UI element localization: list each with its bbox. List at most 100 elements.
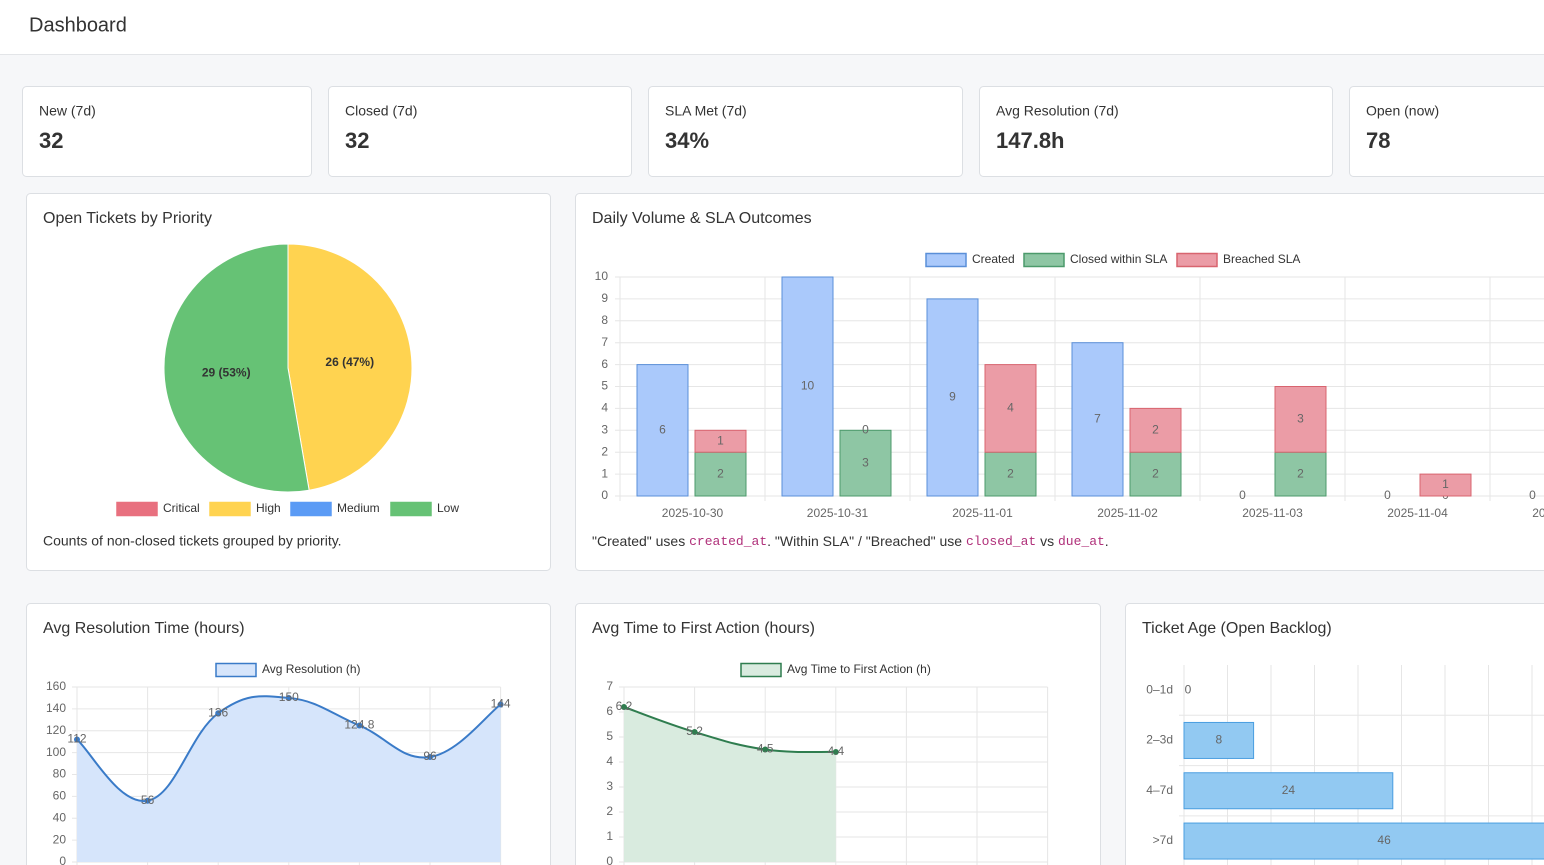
legend-swatch — [290, 501, 332, 517]
line-point — [144, 797, 151, 804]
bar-value-label: 0 — [1185, 682, 1192, 696]
line — [623, 706, 836, 754]
kpi-value: 32 — [345, 128, 369, 153]
legend-label: High — [256, 501, 281, 515]
note-code: due_at — [1058, 534, 1105, 549]
legend-swatch — [209, 501, 251, 517]
point-label: 5.2 — [686, 724, 703, 738]
panel — [1349, 86, 1544, 177]
bar-value-label: 8 — [1215, 733, 1222, 747]
point-label: 136 — [208, 705, 228, 719]
bar-value-label: 7 — [1094, 412, 1101, 426]
bar — [1419, 473, 1472, 497]
y-tick-label: 120 — [46, 723, 66, 737]
y-tick-label: 7 — [606, 679, 613, 693]
kpi-value: 78 — [1366, 128, 1390, 153]
panel-note: Counts of non-closed tickets grouped by … — [43, 533, 342, 549]
bar — [1183, 822, 1544, 860]
bar — [1129, 451, 1182, 497]
bar-value-label: 0 — [1384, 488, 1391, 502]
note-text: "Created" uses — [592, 533, 689, 549]
point-label: 112 — [67, 732, 86, 746]
x-tick-label: 2025-11-02 — [1097, 506, 1158, 520]
y-tick-label: 40 — [53, 810, 67, 824]
x-tick-label: 2025-11-04 — [1387, 506, 1448, 520]
bar — [839, 429, 892, 497]
point-label: 4.5 — [757, 742, 774, 756]
point-label: 6.2 — [616, 699, 633, 713]
y-tick-label: 4 — [606, 754, 613, 768]
pie-slice — [287, 243, 413, 491]
panel-title: Ticket Age (Open Backlog) — [1142, 620, 1332, 637]
x-tick-label: 2025-10-30 — [662, 506, 724, 520]
y-tick-label: 3 — [606, 779, 613, 793]
y-tick-label: 5 — [606, 729, 613, 743]
y-tick-label: 8 — [601, 313, 608, 327]
line-point — [74, 736, 80, 743]
line-point — [356, 722, 363, 729]
note-text: . "Within SLA" / "Breached" use — [767, 533, 966, 549]
point-label: 124.8 — [344, 718, 374, 732]
bar-value-label: 2 — [1152, 466, 1159, 480]
panel-note: "Created" uses created_at. "Within SLA" … — [592, 533, 1109, 550]
line-point — [427, 754, 433, 760]
bar-value-label: 2 — [717, 466, 724, 480]
y-tick-label: 60 — [53, 789, 67, 803]
panel-title: Daily Volume & SLA Outcomes — [592, 210, 812, 227]
legend-label: Avg Resolution (h) — [262, 662, 361, 676]
kpi-label: SLA Met (7d) — [665, 103, 747, 119]
y-tick-label: >7d — [1153, 833, 1173, 847]
bar-value-label: 3 — [1297, 412, 1304, 426]
bar-value-label: 46 — [1377, 833, 1391, 847]
y-tick-label: 160 — [46, 679, 66, 693]
y-tick-label: 7 — [601, 335, 608, 349]
point-label: 56 — [141, 793, 155, 807]
y-tick-label: 2–3d — [1146, 733, 1173, 747]
line-point — [691, 729, 698, 735]
bar — [636, 364, 689, 497]
line-point — [215, 710, 222, 717]
bar-value-label: 2 — [1007, 466, 1014, 480]
line-point — [762, 746, 769, 753]
bar-value-label: 2 — [1152, 422, 1159, 436]
x-tick-label: 2025-11-05 — [1532, 506, 1544, 520]
kpi-value: 32 — [39, 128, 63, 153]
slice-label: 29 (53%) — [202, 365, 251, 379]
bar — [1274, 386, 1327, 453]
line-point — [621, 704, 627, 710]
y-tick-label: 9 — [601, 291, 608, 305]
legend-swatch — [740, 662, 782, 678]
bar — [1183, 772, 1394, 810]
legend-swatch — [1176, 252, 1218, 268]
point-label: 4.4 — [827, 744, 844, 758]
panel — [979, 86, 1333, 177]
y-tick-label: 2 — [606, 804, 613, 818]
legend-label: Critical — [163, 501, 200, 515]
y-tick-label: 0 — [606, 854, 613, 865]
bar-value-label: 2 — [1297, 466, 1304, 480]
bar — [926, 298, 979, 497]
legend-swatch — [1023, 252, 1065, 268]
bar — [1183, 721, 1255, 759]
y-tick-label: 2 — [601, 444, 608, 458]
bar — [694, 429, 747, 453]
panel-title: Avg Resolution Time (hours) — [43, 620, 245, 637]
legend-label: Avg Time to First Action (h) — [787, 662, 931, 676]
point-label: 96 — [423, 749, 437, 763]
kpi-value: 147.8h — [996, 128, 1065, 153]
legend-label: Created — [972, 252, 1015, 266]
y-tick-label: 0 — [59, 854, 66, 865]
bar — [1129, 407, 1182, 453]
line-area — [624, 707, 836, 862]
header-bar — [0, 0, 1544, 54]
kpi-label: Avg Resolution (7d) — [996, 103, 1119, 119]
note-text: vs — [1036, 533, 1058, 549]
panel — [648, 86, 963, 177]
bar-value-label: 1 — [717, 433, 724, 447]
panel — [22, 86, 312, 177]
y-tick-label: 80 — [53, 767, 67, 781]
bar-value-label: 4 — [1007, 401, 1014, 415]
bar — [1071, 342, 1124, 497]
